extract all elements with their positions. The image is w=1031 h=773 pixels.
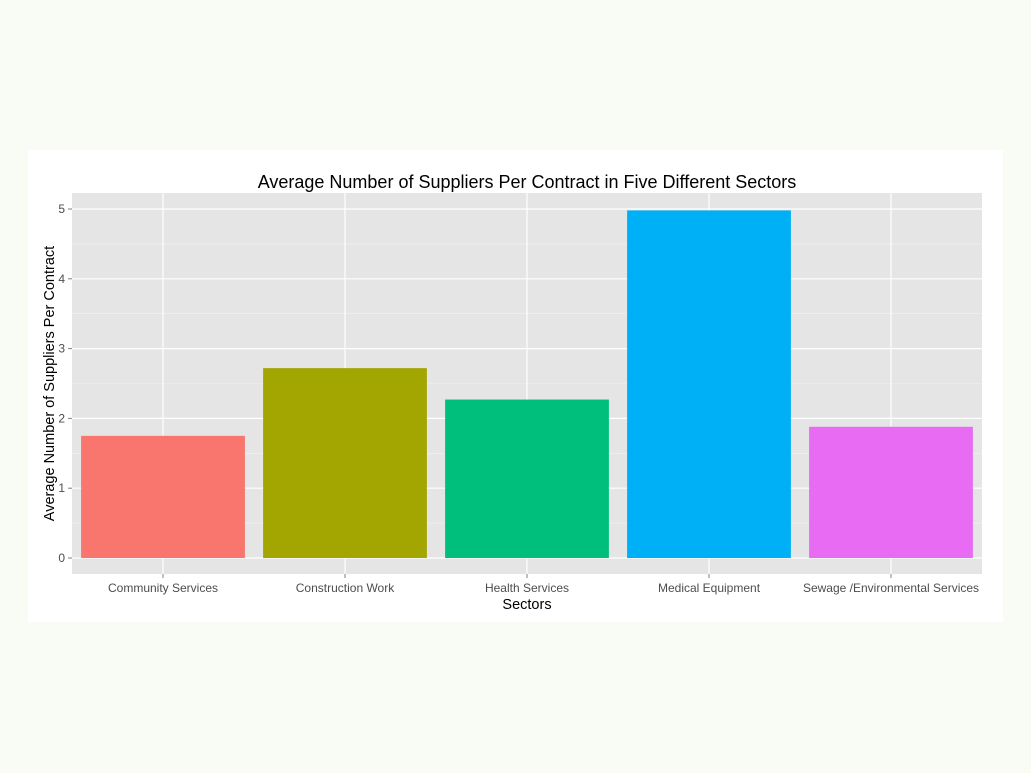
bar: [263, 368, 427, 558]
y-tick-label: 0: [58, 551, 65, 565]
y-tick-label: 1: [58, 481, 65, 495]
y-tick-label: 4: [58, 272, 65, 286]
y-axis-title: Average Number of Suppliers Per Contract: [42, 246, 58, 521]
x-tick-label: Medical Equipment: [658, 581, 761, 595]
chart-title: Average Number of Suppliers Per Contract…: [258, 172, 797, 192]
x-tick-label: Sewage /Environmental Services: [803, 581, 979, 595]
x-tick-label: Community Services: [108, 581, 218, 595]
bars: [81, 210, 973, 558]
y-axis-ticks: 0 1 2 3 4 5: [58, 202, 72, 565]
y-tick-label: 2: [58, 411, 65, 425]
x-axis-ticks: Community Services Construction Work Healt…: [108, 574, 979, 595]
x-axis-title: Sectors: [502, 597, 551, 613]
bar: [627, 210, 791, 558]
x-tick-label: Construction Work: [296, 581, 395, 595]
bar: [809, 426, 973, 558]
x-tick-label: Health Services: [485, 581, 569, 595]
bar: [445, 399, 609, 558]
y-tick-label: 3: [58, 342, 65, 356]
y-tick-label: 5: [58, 202, 65, 216]
bar: [81, 435, 245, 558]
